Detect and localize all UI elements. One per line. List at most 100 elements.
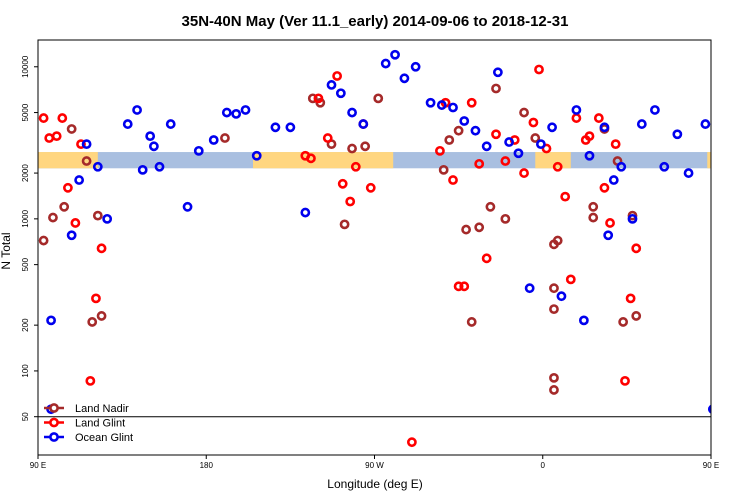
legend-label: Land Glint: [75, 418, 125, 430]
data-point: [549, 283, 559, 294]
data-point: [436, 100, 447, 110]
data-point: [92, 210, 103, 221]
data-point: [365, 182, 376, 193]
data-point: [102, 213, 113, 224]
data-point: [435, 145, 445, 156]
data-point: [578, 315, 589, 326]
data-point: [63, 182, 73, 193]
data-point: [636, 119, 647, 129]
data-point: [38, 113, 49, 123]
data-point: [285, 122, 296, 133]
y-tick-label: 10000: [21, 55, 30, 78]
y-tick-label: 500: [21, 257, 30, 271]
x-tick-label: 180: [200, 461, 214, 470]
data-point: [519, 107, 529, 118]
data-point: [459, 116, 470, 126]
data-point: [91, 293, 101, 304]
data-point: [584, 131, 595, 142]
data-point: [85, 375, 96, 386]
data-point: [631, 243, 642, 254]
data-point: [122, 119, 133, 129]
data-point: [519, 168, 529, 178]
data-point: [448, 102, 458, 113]
data-point: [448, 175, 458, 185]
data-point: [339, 219, 350, 230]
legend-item: Land Nadir: [44, 403, 129, 415]
data-point: [534, 64, 544, 75]
data-point: [360, 141, 371, 152]
series-land-nadir: [38, 83, 642, 395]
data-point: [549, 372, 559, 383]
data-point: [81, 156, 92, 166]
data-point: [650, 105, 660, 115]
data-point: [466, 317, 477, 327]
data-point: [535, 139, 546, 150]
data-point: [610, 139, 621, 150]
data-point: [96, 311, 107, 321]
data-point: [565, 274, 576, 285]
data-point: [251, 150, 262, 161]
y-tick-label: 1000: [21, 209, 30, 227]
data-point: [474, 222, 485, 233]
legend-label: Ocean Glint: [75, 432, 133, 444]
data-point: [491, 129, 501, 140]
data-point: [599, 182, 610, 193]
data-point: [347, 107, 357, 118]
y-tick-label: 2000: [21, 164, 30, 182]
data-point: [571, 105, 582, 115]
data-point: [358, 119, 369, 129]
data-point: [406, 437, 417, 448]
data-point: [410, 61, 421, 72]
data-point: [390, 49, 400, 60]
data-point: [683, 168, 694, 178]
y-tick-label: 200: [21, 318, 30, 332]
x-tick-label: 90 W: [365, 461, 384, 470]
data-point: [231, 108, 242, 119]
data-point: [350, 161, 361, 172]
data-point: [306, 153, 316, 164]
data-point: [425, 97, 436, 108]
data-point: [552, 235, 563, 246]
data-point: [524, 283, 535, 294]
data-point: [530, 133, 541, 143]
data-point: [461, 224, 472, 235]
x-axis-label: Longitude (deg E): [327, 477, 422, 491]
data-point: [547, 122, 557, 133]
data-point: [481, 141, 492, 152]
data-point: [603, 230, 614, 241]
data-point: [500, 213, 511, 224]
data-point: [627, 213, 638, 224]
data-point: [270, 122, 281, 133]
data-point: [149, 141, 159, 152]
data-point: [608, 175, 619, 185]
data-point: [300, 207, 311, 218]
x-tick-label: 90 E: [703, 461, 719, 470]
data-point: [48, 212, 58, 223]
data-point: [51, 131, 62, 142]
data-point: [549, 385, 559, 395]
data-point: [470, 125, 481, 136]
data-point: [165, 119, 176, 129]
plot-content: [38, 49, 711, 448]
data-point: [399, 73, 410, 84]
data-point: [588, 201, 599, 212]
data-point: [322, 133, 333, 143]
data-point: [345, 196, 356, 207]
data-point: [438, 164, 449, 175]
data-point: [74, 175, 85, 185]
data-point: [182, 201, 193, 212]
data-point: [145, 131, 156, 142]
data-point: [87, 317, 98, 327]
data-point: [513, 148, 524, 159]
legend-marker: [49, 417, 59, 428]
data-point: [491, 83, 501, 94]
data-point: [337, 178, 348, 189]
data-point: [593, 113, 604, 123]
data-point: [326, 80, 337, 90]
data-point: [584, 150, 595, 161]
data-point: [504, 137, 514, 147]
data-point: [625, 293, 636, 304]
data-point: [618, 317, 629, 327]
legend-item: Land Glint: [44, 418, 125, 430]
